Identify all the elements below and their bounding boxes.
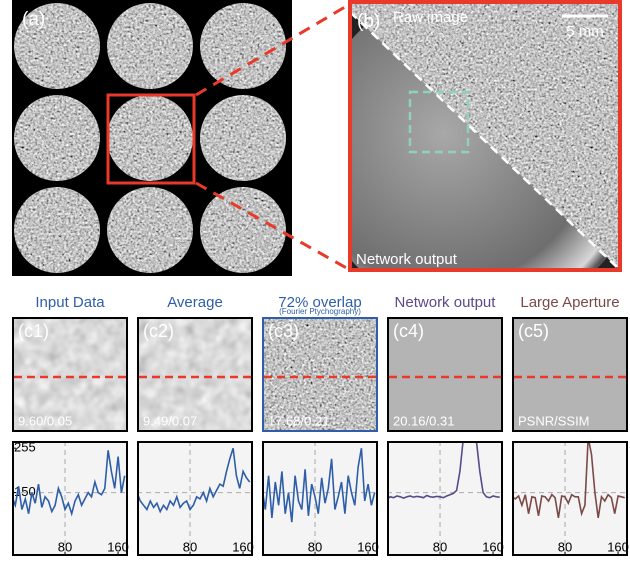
- raw-label: Raw image: [393, 9, 468, 26]
- panel-label: (b): [357, 11, 380, 32]
- metric: 9.60/0.05: [18, 413, 72, 428]
- panel-label: (c4): [393, 321, 424, 341]
- metric: 9.49/0.07: [143, 413, 197, 428]
- figure: (a) (b) Raw image 5 mm Network output In…: [0, 0, 630, 560]
- raw-images: [12, 0, 292, 276]
- panel-label: (a): [22, 9, 45, 30]
- x-tick-label: 80: [58, 539, 72, 554]
- x-tick-label: 160: [232, 539, 254, 554]
- column-title: Large Aperture: [520, 294, 619, 311]
- panel-label: (c1): [18, 321, 49, 341]
- panel-label: (c3): [268, 321, 299, 341]
- x-tick-label: 80: [558, 539, 572, 554]
- metric: 17.68/0.21: [268, 413, 329, 428]
- x-tick-label: 80: [433, 539, 447, 554]
- column-title: Average: [167, 294, 223, 311]
- scale-label: 5 mm: [566, 23, 604, 40]
- panel-label: (c2): [143, 321, 174, 341]
- metric: PSNR/SSIM: [518, 413, 590, 428]
- x-tick-label: 80: [308, 539, 322, 554]
- column-title: Network output: [395, 294, 497, 311]
- x-tick-label: 160: [107, 539, 129, 554]
- x-tick-label: 160: [482, 539, 504, 554]
- metric: 20.16/0.31: [393, 413, 454, 428]
- x-tick-label: 160: [357, 539, 379, 554]
- x-tick-label: 160: [607, 539, 629, 554]
- panel-label: (c5): [518, 321, 549, 341]
- output-label: Network output: [356, 251, 458, 268]
- x-tick-label: 80: [183, 539, 197, 554]
- column-subtitle: (Fourier Ptychography): [279, 307, 361, 316]
- column-title: Input Data: [35, 294, 105, 311]
